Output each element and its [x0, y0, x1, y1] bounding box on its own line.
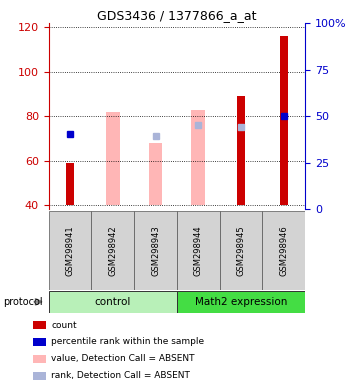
Bar — [191, 109, 205, 205]
Bar — [91, 211, 134, 290]
Bar — [219, 211, 262, 290]
Text: rank, Detection Call = ABSENT: rank, Detection Call = ABSENT — [51, 371, 190, 380]
Bar — [106, 112, 119, 205]
Text: GSM298944: GSM298944 — [194, 225, 203, 276]
Bar — [34, 355, 46, 363]
Text: GSM298946: GSM298946 — [279, 225, 288, 276]
Text: GSM298941: GSM298941 — [66, 225, 75, 276]
Bar — [34, 372, 46, 380]
Bar — [177, 211, 219, 290]
Bar — [177, 291, 305, 313]
Text: count: count — [51, 321, 77, 330]
Bar — [149, 143, 162, 205]
Text: GSM298943: GSM298943 — [151, 225, 160, 276]
Bar — [34, 338, 46, 346]
Text: value, Detection Call = ABSENT: value, Detection Call = ABSENT — [51, 354, 195, 363]
Text: protocol: protocol — [4, 297, 43, 307]
Bar — [262, 211, 305, 290]
Bar — [49, 211, 91, 290]
Bar — [237, 96, 245, 205]
Text: percentile rank within the sample: percentile rank within the sample — [51, 338, 204, 346]
Bar — [134, 211, 177, 290]
Title: GDS3436 / 1377866_a_at: GDS3436 / 1377866_a_at — [97, 9, 257, 22]
Bar — [280, 36, 287, 205]
Text: GSM298945: GSM298945 — [236, 225, 245, 276]
Bar — [34, 321, 46, 329]
Bar — [66, 163, 74, 205]
Text: Math2 expression: Math2 expression — [195, 297, 287, 307]
Text: control: control — [95, 297, 131, 307]
Bar — [49, 291, 177, 313]
Text: GSM298942: GSM298942 — [108, 225, 117, 276]
